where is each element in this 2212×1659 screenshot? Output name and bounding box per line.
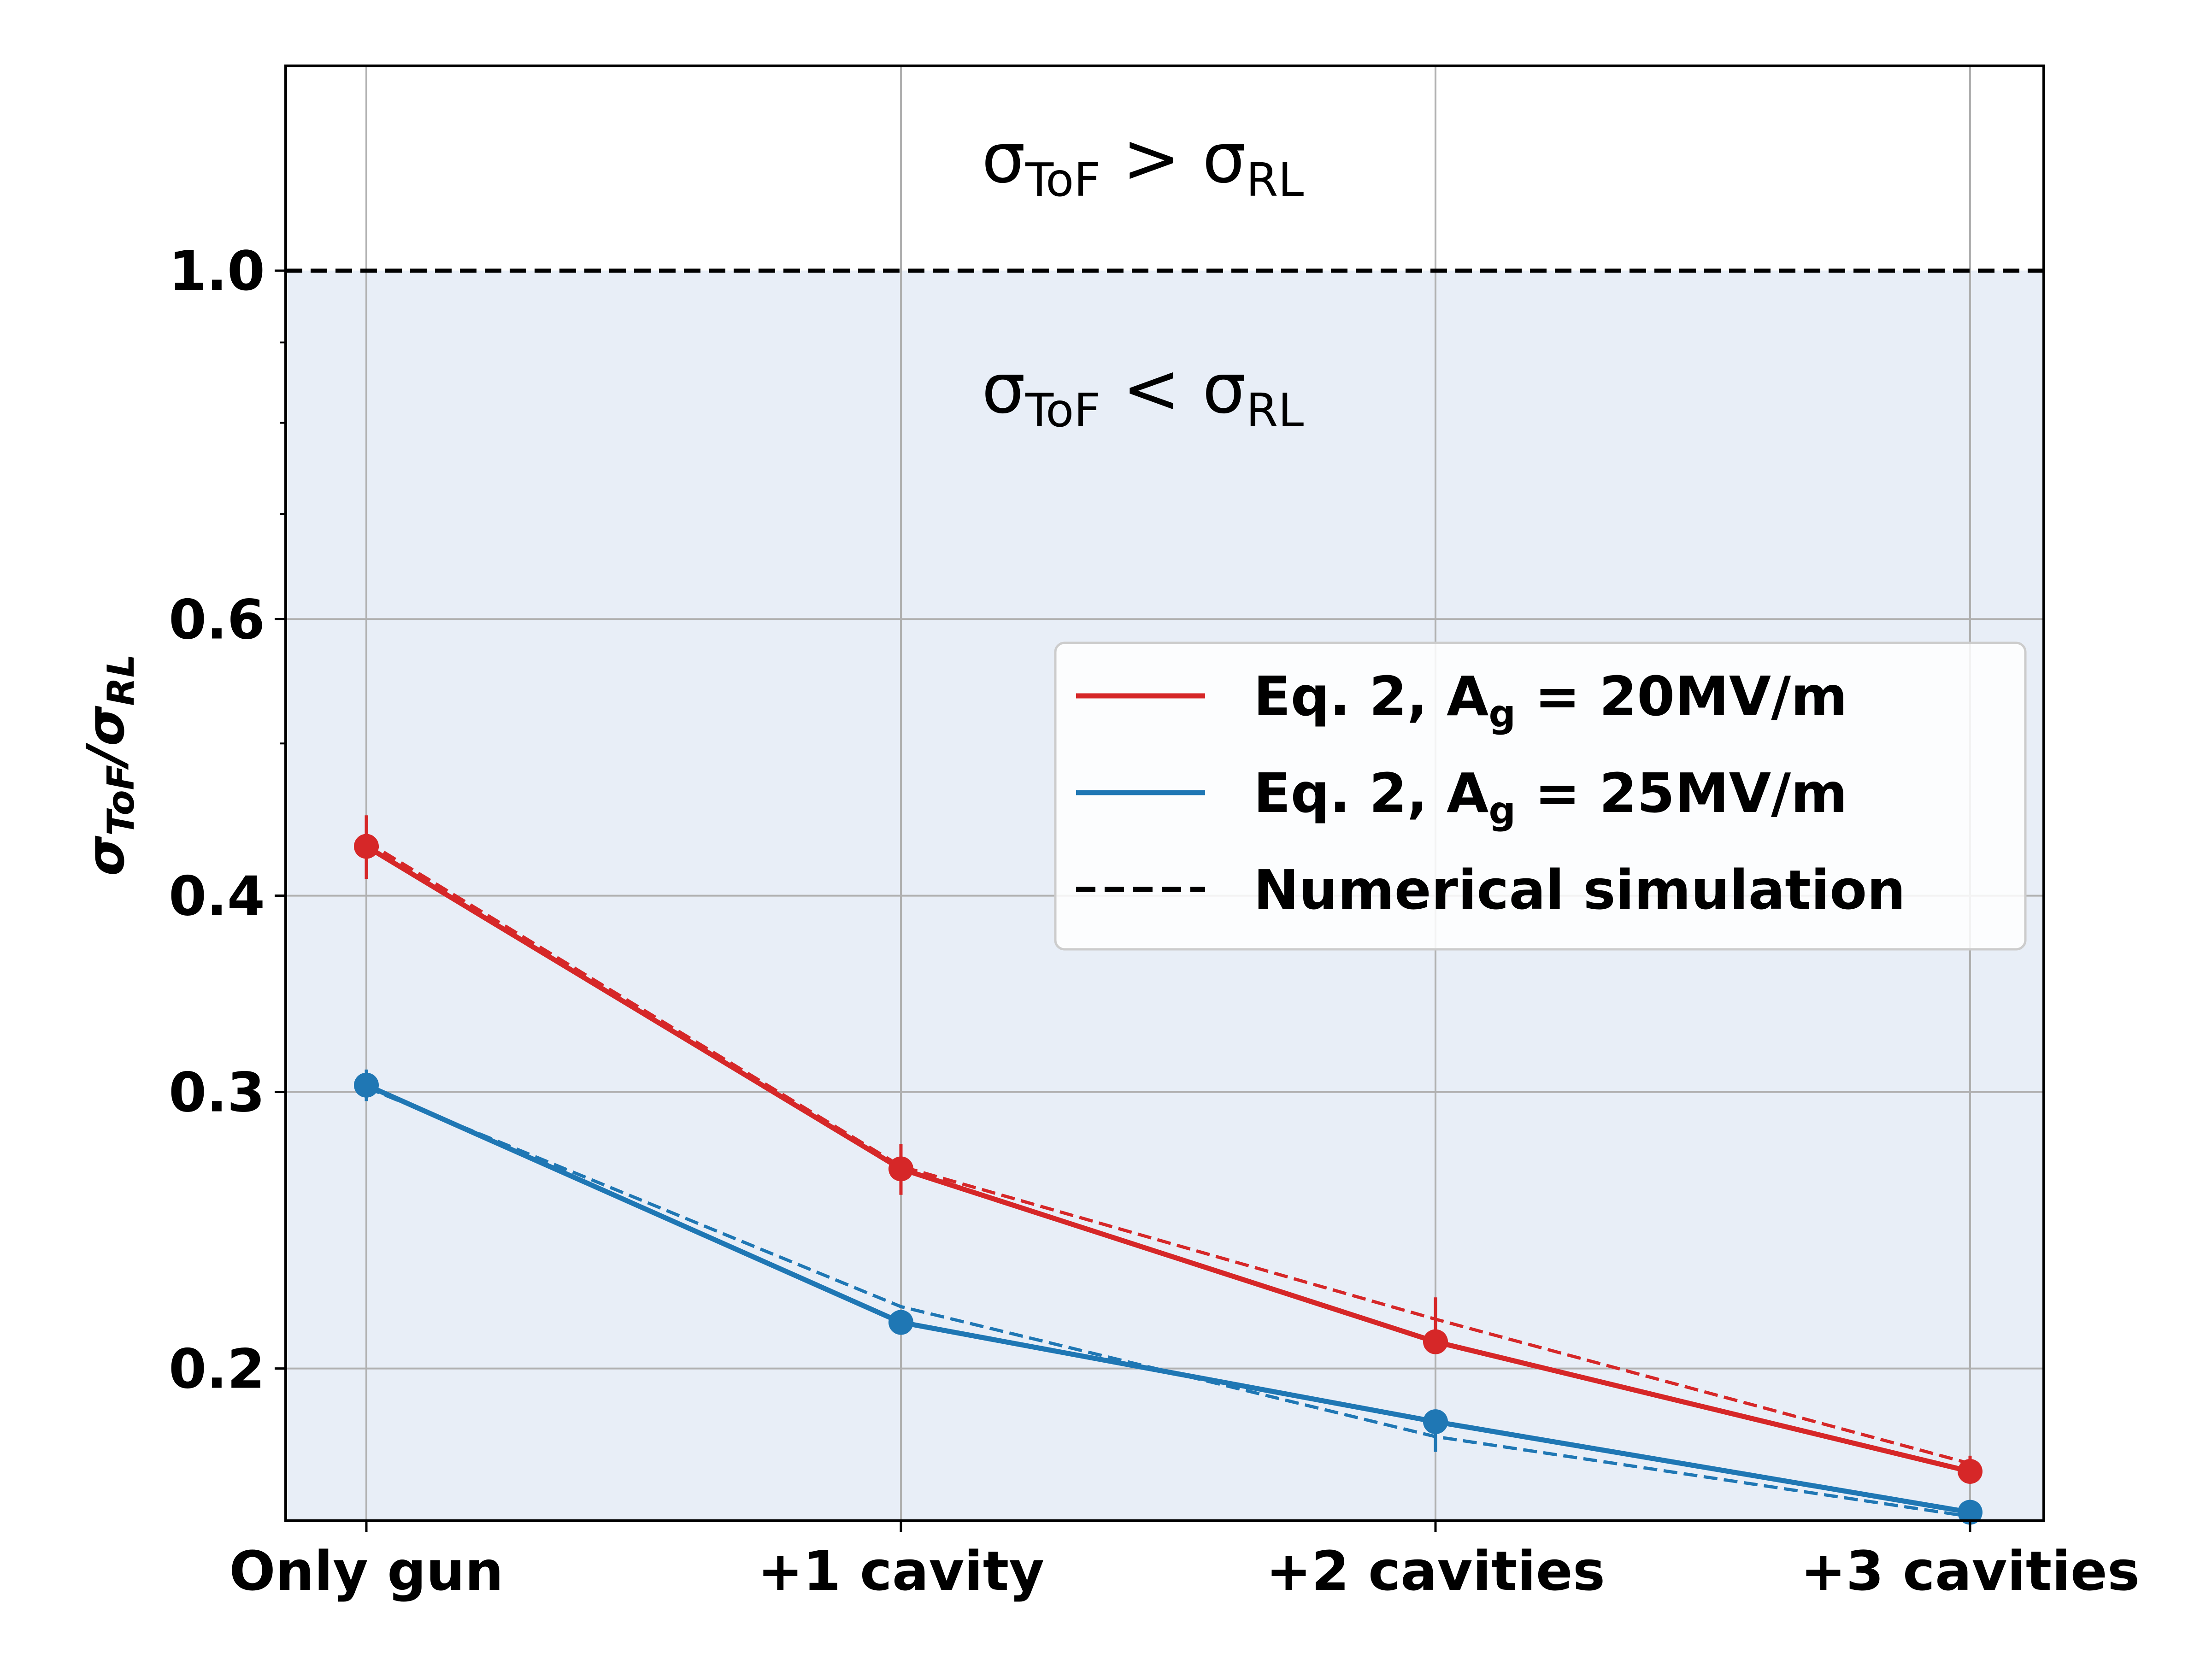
legend-box <box>1054 641 2027 951</box>
series-layer <box>354 815 1983 1525</box>
data-point <box>354 834 379 859</box>
y-tick-label: 0.2 <box>169 1337 265 1401</box>
data-point <box>1958 1459 1983 1484</box>
series-line <box>365 844 1971 1474</box>
data-point <box>1958 1500 1983 1525</box>
axis-ticks: Only gun +1 cavity +2 cavities +3 cavities 0… <box>169 239 2140 1603</box>
x-tick-label: +3 cavities <box>1800 1539 2140 1603</box>
x-tick-label: +1 cavity <box>758 1539 1044 1603</box>
y-tick-label: 0.6 <box>169 588 265 651</box>
series-line <box>365 840 1971 1465</box>
legend-label-20mvm: Eq. 2, Ag = 20MV/m <box>1253 665 1847 736</box>
legend-label-25mvm: Eq. 2, Ag = 25MV/m <box>1253 761 1847 833</box>
legend-label-simulation: Numerical simulation <box>1253 858 1906 922</box>
series-1 <box>354 1069 1983 1525</box>
annotation-below-threshold: σToF < σRL <box>982 349 1304 437</box>
data-point <box>354 1072 379 1098</box>
y-tick-label: 0.3 <box>169 1060 265 1124</box>
series-line <box>365 1082 1971 1515</box>
x-tick-label: Only gun <box>229 1539 503 1603</box>
y-tick-label: 1.0 <box>169 239 265 303</box>
annotation-above-threshold: σToF > σRL <box>982 118 1304 207</box>
plot-frame <box>284 65 2045 1522</box>
y-tick-label: 0.4 <box>169 865 265 928</box>
legend: Eq. 2, Ag = 20MV/m Eq. 2, Ag = 25MV/m Nu… <box>1054 641 2027 951</box>
data-point <box>888 1310 913 1335</box>
data-point <box>888 1156 913 1182</box>
data-point <box>1423 1409 1448 1435</box>
series-0 <box>354 815 1983 1484</box>
data-point <box>1423 1329 1448 1354</box>
y-axis-label: σToF/σRL <box>76 654 142 876</box>
x-tick-label: +2 cavities <box>1266 1539 1605 1603</box>
